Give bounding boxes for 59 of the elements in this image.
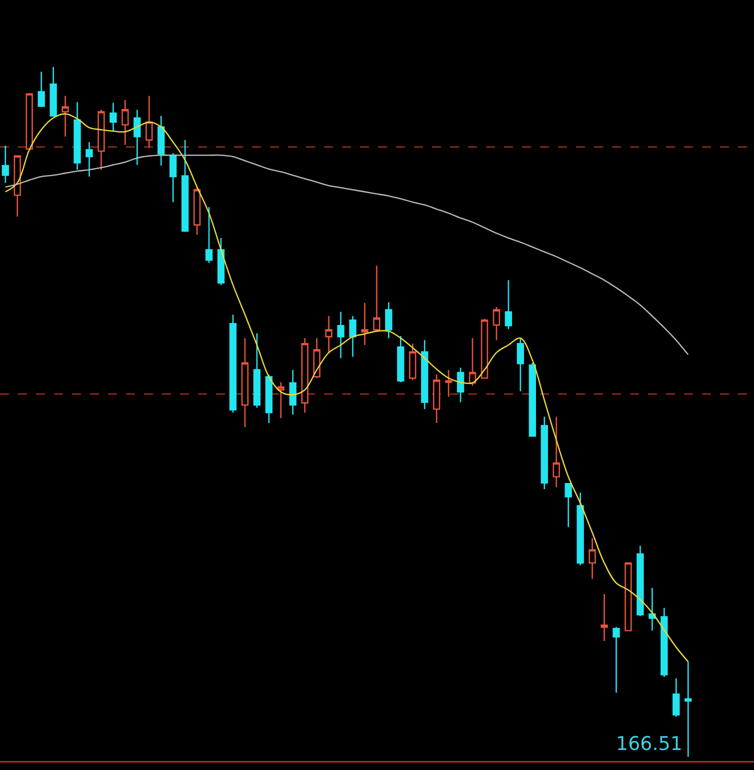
candlestick <box>409 342 416 381</box>
candlestick <box>552 416 560 488</box>
candlestick <box>516 337 524 392</box>
candlestick <box>110 102 117 132</box>
candlestick <box>122 99 129 146</box>
candlestick <box>325 315 332 354</box>
candlestick <box>2 144 9 184</box>
annotation: 166.51 <box>616 733 682 755</box>
candlestick <box>14 154 21 218</box>
candlestick <box>672 678 680 718</box>
candlestick <box>492 306 500 341</box>
candlestick <box>504 279 512 330</box>
candlestick <box>289 369 296 416</box>
candlestick <box>217 237 225 286</box>
candlestick <box>660 607 668 678</box>
candlestick <box>62 95 69 138</box>
candlestick <box>158 115 165 166</box>
candlestick <box>540 416 548 490</box>
candlestick <box>456 367 464 403</box>
candlestick <box>433 374 440 424</box>
candlestick <box>241 337 249 428</box>
candlestick <box>98 109 105 170</box>
candlestick <box>277 382 284 419</box>
candlestick <box>26 93 33 150</box>
candlestick <box>373 264 380 330</box>
candlestick <box>648 587 656 632</box>
candlestick <box>86 141 93 178</box>
candlestick <box>576 492 584 566</box>
candlestick <box>313 337 320 379</box>
candlestick <box>397 335 404 383</box>
candlestick <box>265 374 272 424</box>
candlestick <box>612 626 620 694</box>
candlestick <box>528 362 536 438</box>
candlestick <box>229 314 237 414</box>
candlestick <box>564 482 572 528</box>
candlestick <box>588 538 596 580</box>
candlestick <box>193 186 201 236</box>
candlestick <box>134 109 141 166</box>
candlestick <box>301 337 308 414</box>
candlestick <box>480 318 488 380</box>
candlestick <box>337 311 344 359</box>
candlestick <box>684 661 692 758</box>
candlestick <box>253 332 261 408</box>
candlestick <box>349 315 356 358</box>
candlestick <box>636 545 644 617</box>
candlestick <box>146 95 153 148</box>
candlestick <box>74 101 81 170</box>
candlestick <box>624 562 632 632</box>
candlestick <box>38 71 45 108</box>
candlestick <box>181 139 189 232</box>
candlestick <box>600 593 608 642</box>
candlestick <box>361 302 368 346</box>
candlestick <box>468 337 476 386</box>
candlestick <box>421 340 428 410</box>
candlestick <box>50 66 57 118</box>
candlestick <box>385 302 392 339</box>
candlestick <box>169 152 177 203</box>
candlestick <box>205 206 213 264</box>
candlestick <box>444 369 452 398</box>
